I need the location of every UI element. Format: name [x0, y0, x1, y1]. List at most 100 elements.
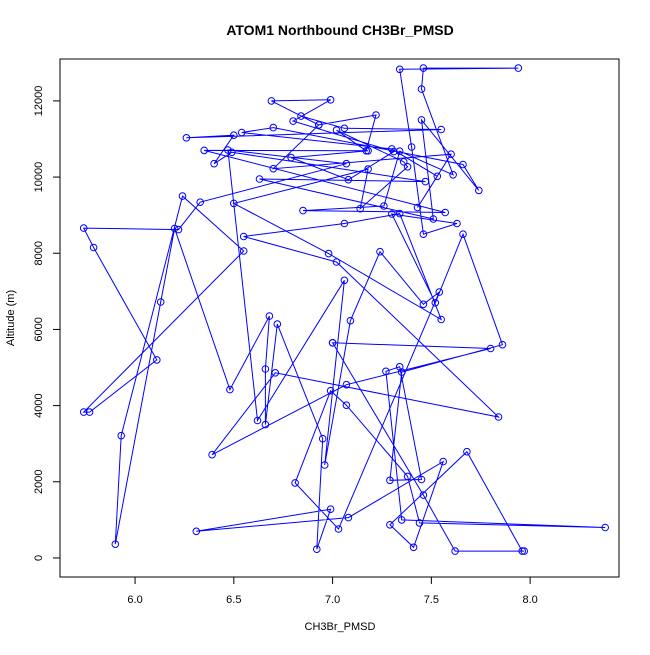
data-point [437, 315, 446, 324]
data-point [344, 513, 353, 522]
x-tick-label: 7.0 [325, 594, 340, 606]
data-point [419, 64, 428, 72]
data-point [269, 164, 278, 173]
data-point [342, 380, 351, 389]
data-point [403, 163, 412, 171]
data-point [395, 363, 404, 371]
data-point [463, 447, 471, 456]
data-point [395, 147, 404, 155]
data-point [397, 368, 406, 376]
data-point [386, 476, 394, 485]
x-axis: 6.0 6.5 7.0 7.5 8.0 [127, 576, 538, 606]
y-tick-label: 12000 [33, 86, 45, 117]
y-tick-label: 0 [33, 555, 45, 561]
data-point [498, 340, 507, 349]
data-point [386, 521, 394, 529]
data-point [117, 431, 125, 440]
data-point [340, 276, 349, 285]
data-point [395, 65, 404, 74]
data-point [451, 547, 459, 555]
data-point [315, 121, 323, 129]
data-point [334, 525, 343, 533]
data-point [417, 475, 426, 484]
data-point [255, 175, 264, 183]
data-point [362, 147, 371, 155]
data-point [239, 247, 248, 255]
data-point [431, 299, 440, 307]
data-point [313, 545, 321, 554]
data-point [318, 434, 327, 443]
series-layer [79, 64, 610, 555]
data-point [208, 450, 216, 459]
data-point [388, 210, 396, 218]
data-point [196, 198, 204, 206]
data-point [409, 543, 418, 552]
data-point [230, 199, 238, 208]
data-point [417, 116, 426, 124]
data-point [253, 416, 262, 425]
data-point [364, 147, 372, 155]
data-point [397, 516, 406, 524]
data-point [111, 540, 120, 549]
data-point [228, 148, 236, 157]
data-point [346, 316, 355, 325]
x-tick-label: 8.0 [522, 594, 537, 606]
y-tick-label: 4000 [33, 393, 45, 417]
data-point [435, 288, 444, 296]
x-tick-label: 6.5 [226, 594, 241, 606]
data-point [439, 457, 448, 466]
data-point [419, 491, 428, 499]
data-point [421, 177, 430, 186]
data-point [520, 547, 529, 555]
y-tick-label: 2000 [33, 470, 45, 494]
data-point [494, 413, 503, 421]
chart-title: ATOM1 Northbound CH3Br_PMSD [226, 22, 453, 38]
data-point [297, 112, 305, 120]
data-point [269, 123, 278, 132]
data-point [475, 186, 483, 195]
data-point [364, 165, 372, 173]
data-point [324, 249, 333, 258]
y-tick-label: 10000 [33, 162, 45, 193]
data-point [200, 146, 208, 155]
data-point [85, 408, 94, 416]
data-point [395, 209, 404, 218]
data-point [356, 204, 365, 213]
data-point [174, 225, 183, 234]
y-tick-label: 8000 [33, 241, 45, 265]
data-point [429, 215, 438, 223]
data-point [486, 344, 495, 353]
data-point [210, 159, 218, 168]
data-point [340, 124, 349, 133]
data-point [372, 111, 380, 119]
data-point [342, 401, 351, 410]
data-point [601, 523, 610, 532]
data-point [273, 320, 282, 328]
data-point [265, 312, 274, 320]
data-point [332, 126, 341, 134]
data-point [419, 300, 428, 309]
data-point [182, 134, 191, 142]
series-line [82, 67, 606, 552]
data-point [342, 159, 351, 168]
data-point [390, 147, 398, 156]
data-point [326, 386, 335, 395]
data-point [453, 219, 461, 228]
data-point [261, 365, 270, 373]
data-point [226, 385, 234, 394]
data-point [320, 461, 329, 469]
x-axis-label: CH3Br_PMSD [305, 621, 376, 633]
data-point [79, 224, 88, 232]
data-point [459, 230, 467, 238]
data-point [459, 160, 467, 169]
data-point [192, 527, 201, 536]
data-point [326, 96, 335, 104]
y-axis-label: Altitude (m) [5, 290, 17, 346]
y-tick-label: 6000 [33, 317, 45, 341]
data-point [340, 219, 349, 228]
data-point [403, 472, 412, 481]
data-point [417, 85, 426, 93]
data-point [413, 203, 422, 212]
